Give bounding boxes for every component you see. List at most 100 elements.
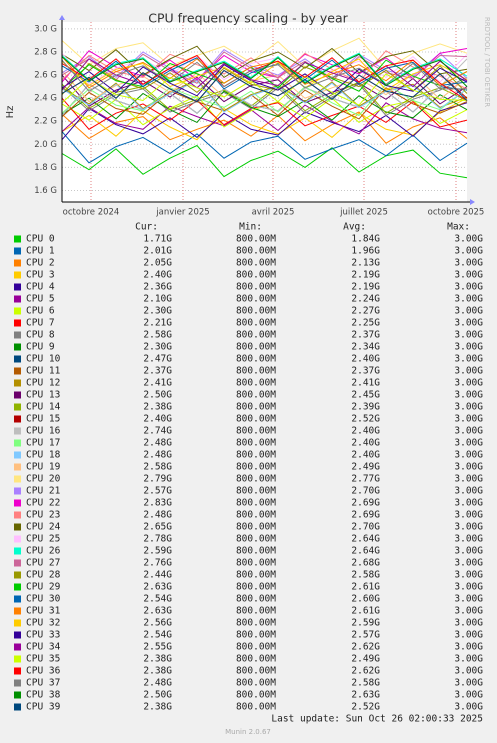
- legend-cur: 2.01G: [143, 246, 172, 257]
- legend-avg: 2.34G: [351, 342, 380, 353]
- legend-name: CPU 4: [26, 282, 55, 293]
- legend-cur: 2.76G: [143, 558, 172, 569]
- legend-swatch: [14, 499, 21, 507]
- legend-avg: 2.64G: [351, 546, 380, 557]
- legend-name: CPU 18: [26, 450, 61, 461]
- legend-cur: 2.54G: [143, 630, 172, 641]
- series-line: [61, 90, 468, 124]
- legend-avg: 2.19G: [351, 270, 380, 281]
- legend-swatch: [14, 235, 21, 243]
- y-tick-label: 1.6 G: [34, 186, 57, 196]
- legend-max: 3.00G: [454, 498, 483, 509]
- legend-avg: 1.84G: [351, 234, 380, 245]
- legend-name: CPU 8: [26, 330, 55, 341]
- series-line: [61, 37, 468, 70]
- series-line: [61, 87, 468, 120]
- legend-min: 800.00M: [236, 570, 276, 581]
- legend-name: CPU 34: [26, 642, 61, 653]
- legend-max: 3.00G: [454, 702, 483, 713]
- y-axis-arrow: [59, 15, 65, 20]
- legend-name: CPU 32: [26, 618, 60, 629]
- legend-name: CPU 13: [26, 390, 60, 401]
- legend-max: 3.00G: [454, 690, 483, 701]
- legend-max: 3.00G: [454, 462, 483, 473]
- legend-min: 800.00M: [236, 666, 276, 677]
- legend-swatch: [14, 247, 21, 255]
- legend-min: 800.00M: [236, 426, 276, 437]
- legend-cur: 2.36G: [143, 282, 172, 293]
- legend-swatch: [14, 283, 21, 291]
- legend-cur: 2.83G: [143, 498, 172, 509]
- legend-min: 800.00M: [236, 594, 276, 605]
- legend-cur: 2.48G: [143, 450, 172, 461]
- legend-min: 800.00M: [236, 606, 276, 617]
- legend-avg: 2.69G: [351, 510, 380, 521]
- legend-name: CPU 11: [26, 366, 61, 377]
- legend-name: CPU 14: [26, 402, 61, 413]
- x-tick-label: janvier 2025: [155, 208, 209, 218]
- legend-min: 800.00M: [236, 330, 276, 341]
- legend-max: 3.00G: [454, 258, 483, 269]
- legend-min: 800.00M: [236, 342, 276, 353]
- legend-max: 3.00G: [454, 618, 483, 629]
- legend-name: CPU 31: [26, 606, 61, 617]
- legend-avg: 2.61G: [351, 582, 380, 593]
- legend-swatch: [14, 391, 21, 399]
- legend-name: CPU 28: [26, 570, 61, 581]
- footer: Munin 2.0.67: [225, 728, 271, 736]
- legend-cur: 2.38G: [143, 666, 172, 677]
- legend-cur: 2.44G: [143, 570, 172, 581]
- legend-max: 3.00G: [454, 630, 483, 641]
- series-line: [61, 102, 468, 135]
- legend-swatch: [14, 631, 21, 639]
- legend-min: 800.00M: [236, 510, 276, 521]
- legend-header: Avg:: [343, 222, 366, 233]
- legend-cur: 2.38G: [143, 402, 172, 413]
- legend-name: CPU 20: [26, 474, 61, 485]
- legend-max: 3.00G: [454, 366, 483, 377]
- legend-name: CPU 27: [26, 558, 60, 569]
- legend-min: 800.00M: [236, 642, 276, 653]
- series-line: [61, 76, 468, 117]
- legend-swatch: [14, 271, 21, 279]
- series-line: [61, 81, 468, 114]
- series-line: [61, 144, 468, 179]
- legend-swatch: [14, 439, 21, 447]
- legend-cur: 2.59G: [143, 546, 172, 557]
- legend-avg: 2.68G: [351, 558, 380, 569]
- legend-min: 800.00M: [236, 474, 276, 485]
- last-update: Last update: Sun Oct 26 02:00:33 2025: [271, 714, 483, 725]
- legend-swatch: [14, 667, 21, 675]
- legend-name: CPU 21: [26, 486, 61, 497]
- legend-avg: 2.57G: [351, 630, 380, 641]
- legend-swatch: [14, 463, 21, 471]
- legend-cur: 2.38G: [143, 702, 172, 713]
- y-tick-label: 3.0 G: [34, 24, 57, 34]
- legend-swatch: [14, 343, 21, 351]
- legend-cur: 2.54G: [143, 594, 172, 605]
- legend-min: 800.00M: [236, 270, 276, 281]
- legend-name: CPU 16: [26, 426, 61, 437]
- y-tick-label: 2.6 G: [34, 71, 57, 81]
- legend-max: 3.00G: [454, 570, 483, 581]
- legend-min: 800.00M: [236, 630, 276, 641]
- legend-avg: 2.24G: [351, 294, 380, 305]
- legend-max: 3.00G: [454, 558, 483, 569]
- legend-avg: 2.49G: [351, 462, 380, 473]
- legend-avg: 2.52G: [351, 414, 380, 425]
- legend-name: CPU 15: [26, 414, 60, 425]
- legend-swatch: [14, 367, 21, 375]
- series-line: [61, 58, 468, 91]
- legend-avg: 2.77G: [351, 474, 380, 485]
- legend-max: 3.00G: [454, 582, 483, 593]
- legend-swatch: [14, 595, 21, 603]
- legend-avg: 2.63G: [351, 690, 380, 701]
- legend-swatch: [14, 307, 21, 315]
- series-line: [61, 45, 468, 79]
- legend-name: CPU 39: [26, 702, 61, 713]
- legend-name: CPU 35: [26, 654, 60, 665]
- legend-max: 3.00G: [454, 282, 483, 293]
- legend-min: 800.00M: [236, 690, 276, 701]
- legend-name: CPU 0: [26, 234, 55, 245]
- legend-swatch: [14, 295, 21, 303]
